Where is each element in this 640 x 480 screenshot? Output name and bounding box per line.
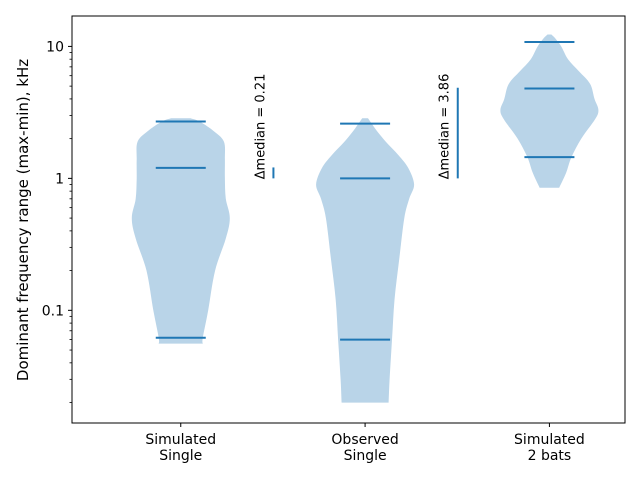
y-axis-label: Dominant frequency range (max-min), kHz	[14, 59, 32, 381]
y-tick-label-0-1: 0.1	[42, 303, 64, 319]
delta-median-label-1: Δmedian = 0.21	[253, 74, 268, 180]
x-axis: Simulated Single Observed Single Simulated 2 …	[145, 423, 585, 464]
plot-frame	[71, 15, 626, 424]
violin-body-observed-single	[316, 118, 415, 403]
x-tick-label-observed-single: Observed Single	[331, 432, 398, 464]
y-tick-label-10: 10	[46, 39, 64, 55]
y-axis: 0.1 1 10	[42, 39, 72, 403]
violins-layer	[131, 34, 599, 403]
x-tick-label-simulated-2-bats: Simulated 2 bats	[514, 432, 585, 464]
x-tick-label-simulated-single: Simulated Single	[145, 432, 216, 464]
delta-median-label-2: Δmedian = 3.86	[438, 74, 453, 180]
annotations-layer: Δmedian = 0.21 Δmedian = 3.86	[253, 74, 459, 180]
violin-body-simulated-2-bats	[500, 34, 599, 188]
y-tick-label-1: 1	[55, 171, 64, 187]
stat-lines-layer	[155, 40, 575, 341]
violin-body-simulated-single	[131, 118, 230, 344]
